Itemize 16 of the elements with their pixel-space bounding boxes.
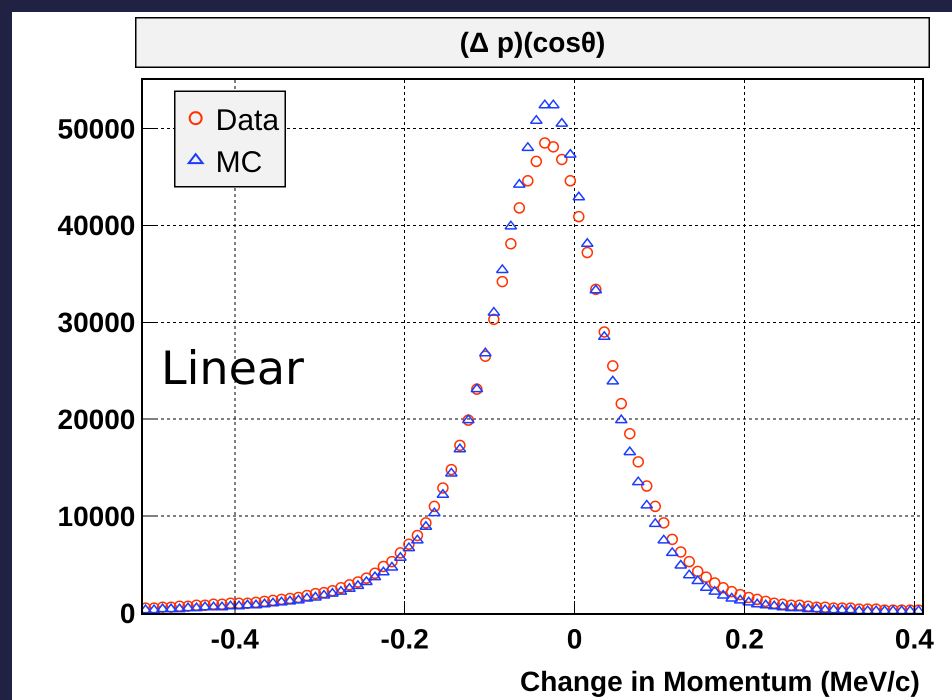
x-tick-label: 0 xyxy=(566,624,582,655)
y-tick-label: 50000 xyxy=(58,113,136,144)
x-axis-title: Change in Momentum (MeV/c) xyxy=(520,666,920,697)
chart-title: (Δ p)(cosθ) xyxy=(460,27,606,58)
annotation: Linear xyxy=(161,341,304,395)
legend-label: MC xyxy=(216,146,262,179)
y-tick-label: 30000 xyxy=(58,307,136,338)
x-tick-label: -0.2 xyxy=(380,624,429,655)
x-tick-label: 0.2 xyxy=(724,624,764,655)
x-tick-label: -0.4 xyxy=(210,624,260,655)
x-tick-label: 0.4 xyxy=(894,624,934,655)
y-tick-label: 20000 xyxy=(58,404,136,435)
y-tick-label: 0 xyxy=(120,598,136,629)
legend-label: Data xyxy=(216,104,280,137)
y-tick-label: 10000 xyxy=(58,500,136,532)
y-tick-label: 40000 xyxy=(58,210,136,242)
